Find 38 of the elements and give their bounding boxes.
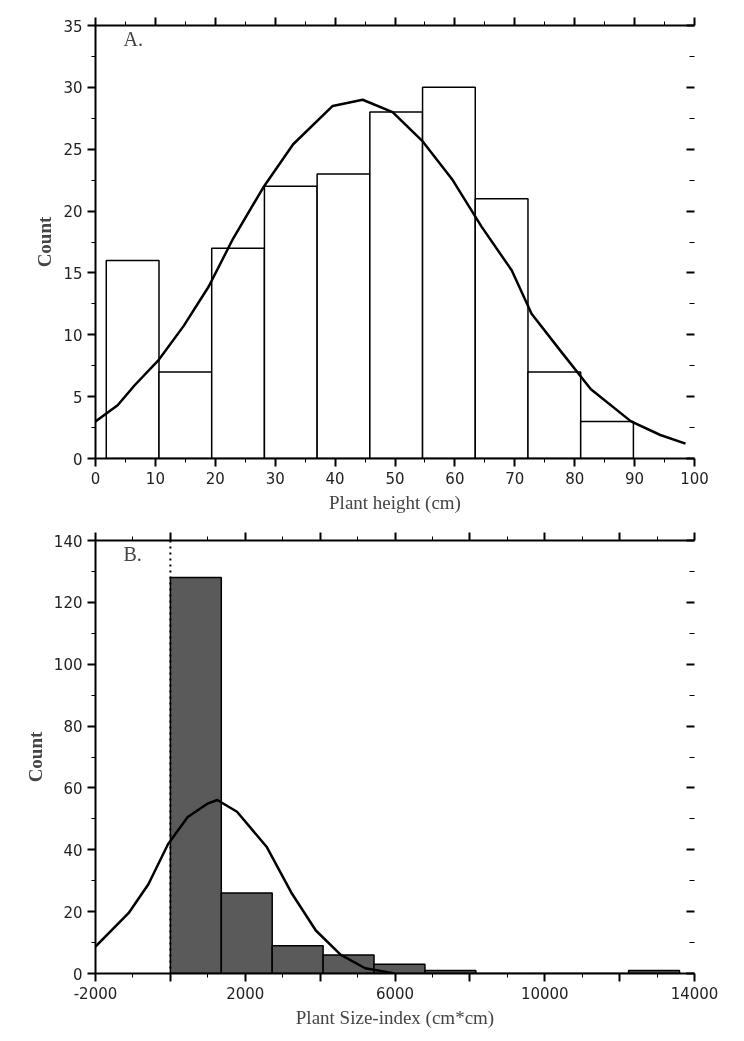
y-tick-label: 15 (63, 264, 83, 283)
x-tick-label: 90 (625, 469, 645, 488)
y-tick-label: 140 (53, 532, 83, 551)
y-tick-label: 40 (63, 841, 83, 860)
y-tick-label: 20 (63, 903, 83, 922)
y-tick-label: 10 (63, 326, 83, 345)
y-tick-label: 120 (53, 594, 83, 613)
y-tick-label: 0 (72, 965, 83, 984)
y-tick-label: 5 (72, 388, 83, 407)
x-tick-label: 10 (145, 469, 165, 488)
x-tick-label: 30 (265, 469, 285, 488)
x-tick-label: 80 (565, 469, 585, 488)
y-tick-label: 100 (53, 656, 83, 675)
x-tick-label: 20 (205, 469, 225, 488)
x-tick-label: 14000 (670, 984, 719, 1003)
x-tick-label: 10000 (520, 984, 569, 1003)
x-axis-title: Plant height (cm) (329, 491, 461, 514)
x-tick-label: 60 (445, 469, 465, 488)
y-tick-label: 25 (63, 141, 83, 160)
annotation: B. (123, 542, 142, 565)
y-tick-label: 30 (63, 79, 83, 98)
y-tick-label: 60 (63, 779, 83, 798)
x-tick-label: 2000 (226, 984, 265, 1003)
y-tick-label: 0 (72, 450, 83, 469)
x-tick-label: 70 (505, 469, 525, 488)
x-tick-label: 0 (90, 469, 101, 488)
x-tick-label: 40 (325, 469, 345, 488)
y-tick-label: 80 (63, 718, 83, 737)
y-axis-title: Count (24, 730, 46, 783)
annotation: A. (123, 27, 143, 50)
y-tick-label: 20 (63, 203, 83, 222)
x-tick-label: -2000 (73, 984, 118, 1003)
x-axis-title: Plant Size-index (cm*cm) (295, 1006, 495, 1029)
y-axis-title: Count (34, 215, 56, 268)
x-tick-label: 100 (680, 469, 709, 488)
y-tick-label: 35 (63, 17, 83, 36)
x-tick-label: 6000 (375, 984, 415, 1003)
x-tick-label: 50 (385, 469, 405, 488)
